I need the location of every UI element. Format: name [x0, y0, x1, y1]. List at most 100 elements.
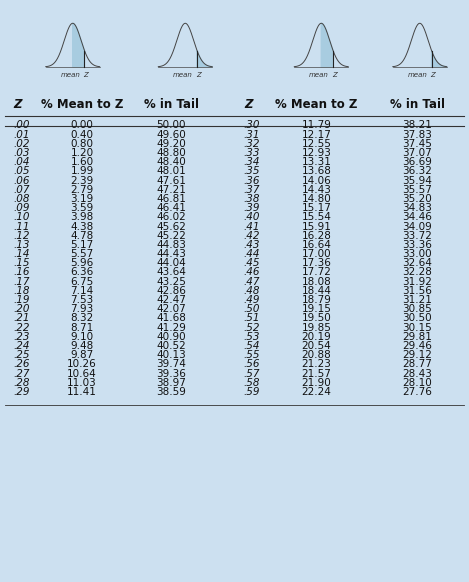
Text: 19.15: 19.15	[302, 304, 332, 314]
Text: 36.69: 36.69	[402, 157, 432, 167]
Text: 47.61: 47.61	[156, 176, 186, 186]
Text: .15: .15	[13, 258, 30, 268]
Text: 21.23: 21.23	[302, 360, 332, 370]
Text: 34.83: 34.83	[402, 203, 432, 213]
Text: 17.72: 17.72	[302, 268, 332, 278]
Text: 14.80: 14.80	[302, 194, 332, 204]
Text: 19.50: 19.50	[302, 314, 332, 324]
Text: 39.74: 39.74	[156, 360, 186, 370]
Text: 12.93: 12.93	[302, 148, 332, 158]
Text: .12: .12	[13, 230, 30, 241]
Text: .18: .18	[13, 286, 30, 296]
Text: .04: .04	[13, 157, 30, 167]
Polygon shape	[321, 23, 333, 67]
Text: 7.93: 7.93	[70, 304, 94, 314]
Text: 31.56: 31.56	[402, 286, 432, 296]
Text: .57: .57	[244, 368, 260, 379]
Text: .21: .21	[13, 314, 30, 324]
Text: 50.00: 50.00	[157, 120, 186, 130]
Text: 5.96: 5.96	[70, 258, 94, 268]
Text: .51: .51	[244, 314, 260, 324]
Text: 31.92: 31.92	[402, 276, 432, 287]
Text: 31.21: 31.21	[402, 295, 432, 305]
Text: mean: mean	[61, 72, 80, 77]
Text: 43.64: 43.64	[156, 268, 186, 278]
Text: 29.46: 29.46	[402, 341, 432, 351]
Polygon shape	[73, 23, 84, 67]
Text: 1.20: 1.20	[70, 148, 94, 158]
Text: .29: .29	[13, 387, 30, 397]
Text: 18.08: 18.08	[302, 276, 332, 287]
Text: .03: .03	[13, 148, 30, 158]
Text: .16: .16	[13, 268, 30, 278]
Text: .13: .13	[13, 240, 30, 250]
Text: .45: .45	[244, 258, 260, 268]
Text: .46: .46	[244, 268, 260, 278]
Text: 36.32: 36.32	[402, 166, 432, 176]
Text: 9.87: 9.87	[70, 350, 94, 360]
Text: mean: mean	[309, 72, 329, 77]
Text: 38.59: 38.59	[156, 387, 186, 397]
Text: 38.21: 38.21	[402, 120, 432, 130]
Text: 4.78: 4.78	[70, 230, 94, 241]
Text: 21.57: 21.57	[302, 368, 332, 379]
Text: .48: .48	[244, 286, 260, 296]
Text: 46.81: 46.81	[156, 194, 186, 204]
Text: .53: .53	[244, 332, 260, 342]
Text: 2.79: 2.79	[70, 184, 94, 195]
Text: 20.19: 20.19	[302, 332, 332, 342]
Text: 12.55: 12.55	[302, 139, 332, 149]
Text: 3.98: 3.98	[70, 212, 94, 222]
Text: .56: .56	[244, 360, 260, 370]
Text: .39: .39	[244, 203, 260, 213]
Text: 32.28: 32.28	[402, 268, 432, 278]
Text: .02: .02	[13, 139, 30, 149]
Text: 11.03: 11.03	[67, 378, 97, 388]
Text: 32.64: 32.64	[402, 258, 432, 268]
Text: 38.97: 38.97	[156, 378, 186, 388]
Text: 28.43: 28.43	[402, 368, 432, 379]
Text: 1.60: 1.60	[70, 157, 94, 167]
Text: 1.99: 1.99	[70, 166, 94, 176]
Text: .42: .42	[244, 230, 260, 241]
Text: 35.20: 35.20	[402, 194, 432, 204]
Text: 43.25: 43.25	[156, 276, 186, 287]
Text: 33.00: 33.00	[402, 249, 432, 259]
Text: .44: .44	[244, 249, 260, 259]
Text: 11.79: 11.79	[302, 120, 332, 130]
Text: 46.02: 46.02	[156, 212, 186, 222]
Text: 18.44: 18.44	[302, 286, 332, 296]
Text: 30.15: 30.15	[402, 322, 432, 333]
Text: .32: .32	[244, 139, 260, 149]
Text: .43: .43	[244, 240, 260, 250]
Text: 12.17: 12.17	[302, 130, 332, 140]
Text: .25: .25	[13, 350, 30, 360]
Text: 39.36: 39.36	[156, 368, 186, 379]
Text: 34.46: 34.46	[402, 212, 432, 222]
Text: % in Tail: % in Tail	[390, 98, 445, 111]
Text: 47.21: 47.21	[156, 184, 186, 195]
Text: .41: .41	[244, 222, 260, 232]
Text: % Mean to Z: % Mean to Z	[275, 98, 358, 111]
Text: .59: .59	[244, 387, 260, 397]
Text: .34: .34	[244, 157, 260, 167]
Text: .52: .52	[244, 322, 260, 333]
Text: .24: .24	[13, 341, 30, 351]
Text: 11.41: 11.41	[67, 387, 97, 397]
Text: Z: Z	[431, 72, 435, 77]
Text: 42.07: 42.07	[156, 304, 186, 314]
Text: Z: Z	[244, 98, 252, 111]
Text: 27.76: 27.76	[402, 387, 432, 397]
Text: 4.38: 4.38	[70, 222, 94, 232]
Text: 21.90: 21.90	[302, 378, 332, 388]
Text: 9.48: 9.48	[70, 341, 94, 351]
Text: .23: .23	[13, 332, 30, 342]
Text: Z: Z	[196, 72, 201, 77]
Text: 30.85: 30.85	[402, 304, 432, 314]
Text: 22.24: 22.24	[302, 387, 332, 397]
Text: 35.94: 35.94	[402, 176, 432, 186]
Text: 41.68: 41.68	[156, 314, 186, 324]
Text: 45.62: 45.62	[156, 222, 186, 232]
Text: 20.54: 20.54	[302, 341, 332, 351]
Text: .00: .00	[13, 120, 30, 130]
